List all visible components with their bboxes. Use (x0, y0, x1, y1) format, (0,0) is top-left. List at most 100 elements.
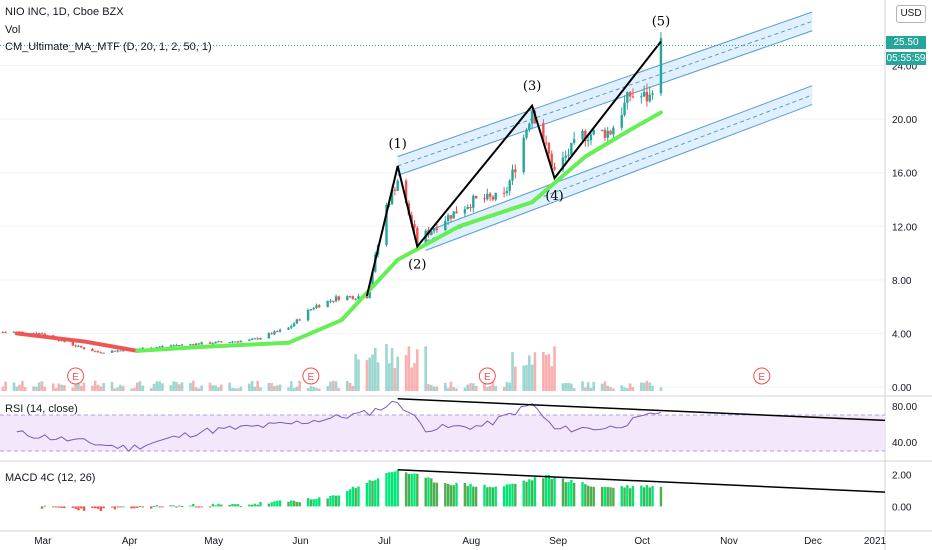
candle-body (502, 192, 506, 194)
candle-body (631, 96, 635, 98)
macd-bar (110, 506, 114, 508)
macd-bar (236, 504, 240, 507)
ma-segment (530, 154, 588, 205)
currency-button[interactable]: USD (896, 5, 926, 23)
volume-bar (586, 382, 590, 391)
candle-body (508, 180, 511, 191)
macd-bar (533, 477, 537, 507)
wave-label: (5) (652, 14, 670, 29)
candle-body (200, 342, 203, 345)
volume-bar (572, 388, 576, 391)
volume-bar (292, 387, 296, 391)
candle-body (542, 123, 545, 143)
macd-bar (623, 487, 626, 507)
macd-bar (472, 486, 475, 507)
macd-bar (491, 487, 495, 507)
earnings-marker-circle (67, 367, 85, 385)
wave-label: (2) (408, 257, 426, 272)
volume-bar (110, 381, 114, 391)
price-axis[interactable]: 0.00 4.00 8.00 12.00 16.00 20.00 24.00 (0, 44, 917, 394)
macd-bar (413, 473, 416, 507)
symbol-title[interactable]: NIO INC, 1D, Cboe BZX (5, 6, 124, 18)
ma-legend[interactable]: CM_Ultimate_MA_MTF (D, 20, 1, 2, 50, 1) (5, 41, 212, 53)
macd-bar (572, 482, 576, 507)
macd-bar (561, 478, 565, 507)
volume-bar (474, 385, 478, 391)
ma-line (14, 110, 663, 353)
volume-bar (410, 367, 413, 391)
volume-bar (376, 362, 380, 391)
candle-body (208, 342, 212, 344)
earnings-marker-circle (302, 367, 320, 385)
macd-bar (351, 486, 355, 507)
candle-body (514, 169, 517, 173)
rsi-legend[interactable]: RSI (14, close) (5, 403, 78, 415)
volume-bar (427, 383, 430, 391)
volume-bar (628, 383, 632, 391)
macd-bar (371, 480, 374, 507)
time-axis[interactable]: Mar Apr May Jun Jul Aug Sep Oct Nov Dec 2021 (34, 536, 886, 547)
candle-body (452, 211, 455, 219)
volume-bar (589, 387, 593, 391)
macd-bar (208, 506, 212, 508)
candle-body (35, 333, 38, 335)
volume-bar (351, 385, 355, 391)
volume-bar (18, 384, 21, 391)
macd-bar (452, 485, 455, 507)
candle-body (1, 332, 5, 334)
ma-segment (583, 127, 633, 159)
macd-bar (592, 486, 595, 507)
volume-bar (233, 388, 237, 391)
candle-body (564, 155, 567, 158)
macd-bar (239, 506, 243, 508)
volume-bar (194, 387, 198, 391)
macd-bar (547, 474, 551, 507)
volume-bar (60, 384, 63, 391)
rsi-tick-label: 80.00 (892, 402, 917, 413)
macd-legend[interactable]: MACD 4C (12, 26) (5, 472, 96, 484)
candle-body (435, 228, 439, 230)
candle-body (553, 166, 556, 170)
volume-bar (415, 349, 419, 391)
macd-bar (91, 506, 94, 509)
volume-bar (12, 382, 16, 391)
time-tick-label: Jul (378, 536, 391, 547)
time-tick-label: Nov (720, 536, 738, 547)
earnings-marker: E (72, 372, 79, 383)
volume-bar (172, 381, 175, 391)
macd-bar (609, 487, 612, 507)
candle-body (231, 341, 234, 343)
macd-bar (346, 491, 349, 507)
candle-body (550, 153, 553, 167)
volume-bar (4, 381, 7, 391)
macd-bar (505, 484, 509, 507)
macd-bar (525, 481, 528, 507)
candle-body (561, 157, 565, 170)
candle-body (38, 333, 41, 335)
volume-bar (368, 357, 371, 391)
volume-bar (494, 386, 498, 391)
vol-legend[interactable]: Vol (5, 24, 21, 36)
volume-bar (180, 382, 184, 391)
candle-body (270, 333, 273, 335)
volume-bar (295, 386, 299, 391)
volume-bar (564, 382, 568, 391)
macd-bar (138, 506, 142, 508)
macd-bar (354, 488, 357, 507)
volume-bar (133, 387, 136, 391)
volume-bar (463, 387, 467, 391)
candle-body (444, 220, 447, 230)
time-tick-label: May (204, 536, 223, 547)
macd-bar (348, 489, 352, 507)
candle-body (544, 142, 548, 144)
candle-body (570, 142, 573, 155)
macd-bar (430, 478, 433, 507)
wave-label: (4) (545, 189, 563, 204)
wave-line (365, 40, 662, 297)
candle-body (659, 38, 663, 94)
macd-bar (231, 504, 234, 507)
candle-body (530, 111, 534, 124)
volume-bar (116, 387, 119, 391)
volume-bar (250, 381, 254, 391)
